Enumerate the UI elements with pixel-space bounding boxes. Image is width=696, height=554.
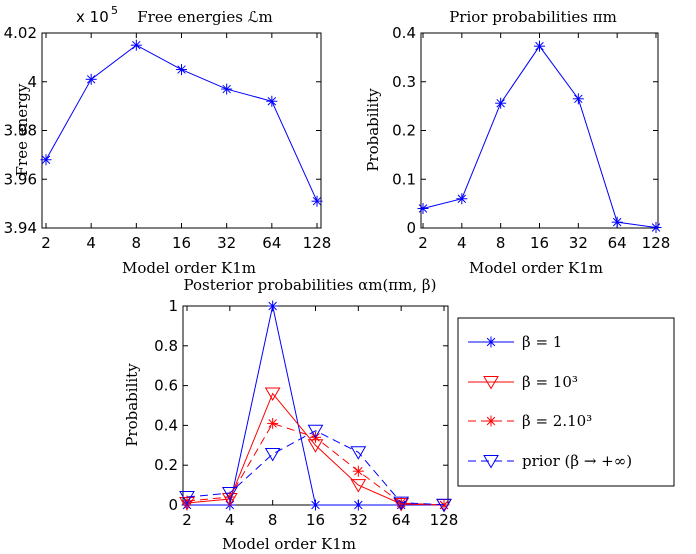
prior-series-0-point [650, 222, 662, 234]
prior-x-tick-label: 128 [642, 234, 671, 252]
free-energy-x-tick-label: 128 [303, 234, 332, 252]
posterior-series-0-line [187, 305, 444, 506]
legend-entry-1-marker [483, 376, 499, 390]
prior-x-tick-label: 32 [569, 234, 588, 252]
posterior-x-tick-label: 128 [430, 511, 459, 529]
posterior-y-tick-label: 0.2 [154, 456, 178, 474]
posterior-axes-box [182, 305, 449, 506]
free-energy-series-0-point [85, 73, 97, 85]
prior-y-tick-label: 0.4 [392, 24, 416, 42]
prior-x-tick-label: 16 [530, 234, 549, 252]
posterior-series-0-point [352, 499, 364, 511]
posterior-series-3-point [436, 498, 452, 513]
legend-entry-0-marker [485, 336, 497, 348]
posterior-series-3-point [221, 487, 238, 501]
posterior-series-3-point [393, 496, 410, 511]
legend-entry-0-label: β = 1 [522, 333, 562, 351]
prior-series-0-point [417, 203, 429, 214]
posterior-series-2-point [267, 417, 279, 429]
free-energy-series-0-point [311, 195, 323, 207]
free-energy-series-0-point [40, 154, 52, 166]
free-energy-series-0-point [266, 95, 278, 107]
prior-y-axis-label: Probability [364, 88, 382, 172]
posterior-y-tick-label: 1 [168, 297, 178, 315]
posterior-series-3-point [307, 424, 324, 439]
posterior-y-tick-label: 0.8 [154, 337, 178, 355]
prior-x-tick-label: 2 [418, 234, 428, 252]
prior-x-tick-label: 8 [496, 234, 506, 252]
free-energy-panel-title: Free energies ℒm [137, 8, 272, 26]
prior-series-0-point [456, 193, 468, 205]
free-energy-y-tick-label: 3.96 [4, 170, 37, 188]
posterior-x-tick-label: 32 [349, 511, 368, 529]
posterior-series-3-line [186, 430, 445, 506]
legend-box [457, 317, 675, 487]
legend-entry-2-label: β = 2.10³ [522, 412, 592, 430]
prior-probabilities-panel: Prior probabilities πm Model order K1m P… [364, 8, 670, 277]
legend-entry-2-marker [485, 415, 497, 427]
posterior-series-3-point [350, 446, 367, 460]
free-energy-x-tick-label: 32 [217, 234, 236, 252]
posterior-y-tick-label: 0 [168, 496, 178, 514]
free-energy-y-tick-label: 4.02 [4, 24, 37, 42]
posterior-x-tick-label: 8 [268, 511, 278, 529]
posterior-y-axis-label: Probability [123, 363, 141, 447]
posterior-legend: β = 1 β = 10³ β = 2.10³ prior (β → +∞) [457, 317, 675, 487]
free-energy-series-0-point [130, 39, 142, 51]
posterior-x-tick-label: 2 [182, 511, 192, 529]
free-energy-panel: Free energies ℒm x 10 5 Model order K1m … [4, 4, 332, 277]
prior-series-0-line [422, 45, 657, 229]
posterior-probabilities-panel: Posterior probabilities αm(πm, β) Model … [123, 276, 458, 553]
free-energy-y-tick-label: 4 [27, 73, 37, 91]
posterior-y-tick-label: 0.6 [154, 377, 178, 395]
free-energy-x-tick-label: 16 [172, 234, 191, 252]
prior-y-tick-label: 0 [406, 219, 416, 237]
free-energy-exponent-power: 5 [111, 4, 118, 17]
free-energy-exponent: x 10 [76, 8, 109, 26]
free-energy-x-axis-label: Model order K1m [122, 259, 256, 277]
posterior-series-1-point [350, 479, 367, 493]
prior-y-tick-label: 0.3 [392, 73, 416, 91]
prior-panel-title: Prior probabilities πm [449, 8, 617, 26]
prior-x-tick-label: 64 [608, 234, 627, 252]
posterior-series-1-line [186, 392, 445, 506]
posterior-series-2-point [352, 465, 364, 477]
posterior-series-1-point [264, 387, 281, 402]
prior-series-0-point [534, 40, 545, 52]
prior-x-axis-label: Model order K1m [469, 259, 603, 277]
free-energy-x-tick-label: 2 [41, 234, 51, 252]
legend-entry-3-marker [483, 455, 499, 469]
legend-entry-3-label: prior (β → +∞) [522, 452, 632, 470]
posterior-panel-title: Posterior probabilities αm(πm, β) [184, 276, 437, 294]
posterior-series-0-point [267, 300, 279, 312]
prior-series-0-point [495, 97, 507, 109]
prior-y-tick-label: 0.1 [392, 170, 416, 188]
posterior-series-0-point [310, 499, 321, 511]
prior-y-tick-label: 0.2 [392, 122, 416, 140]
free-energy-x-tick-label: 8 [132, 234, 142, 252]
posterior-series-3-point [264, 448, 281, 462]
free-energy-y-axis-label: Free energy [13, 83, 31, 176]
free-energy-y-tick-label: 3.98 [4, 122, 37, 140]
free-energy-series-0-point [221, 83, 233, 95]
free-energy-y-tick-label: 3.94 [4, 219, 37, 237]
posterior-series-3-point [179, 491, 195, 505]
posterior-x-tick-label: 16 [306, 511, 325, 529]
posterior-x-tick-label: 4 [225, 511, 235, 529]
free-energy-series-0-point [176, 64, 187, 76]
posterior-x-axis-label: Model order K1m [222, 535, 356, 553]
prior-x-tick-label: 4 [457, 234, 467, 252]
free-energy-x-tick-label: 64 [262, 234, 281, 252]
posterior-x-tick-label: 64 [392, 511, 411, 529]
prior-series-0-point [572, 93, 584, 105]
posterior-y-tick-label: 0.4 [154, 416, 178, 434]
legend-entry-1-label: β = 10³ [522, 373, 578, 391]
free-energy-x-tick-label: 4 [86, 234, 96, 252]
prior-series-0-point [611, 216, 623, 228]
free-energy-axes-box [41, 32, 322, 229]
